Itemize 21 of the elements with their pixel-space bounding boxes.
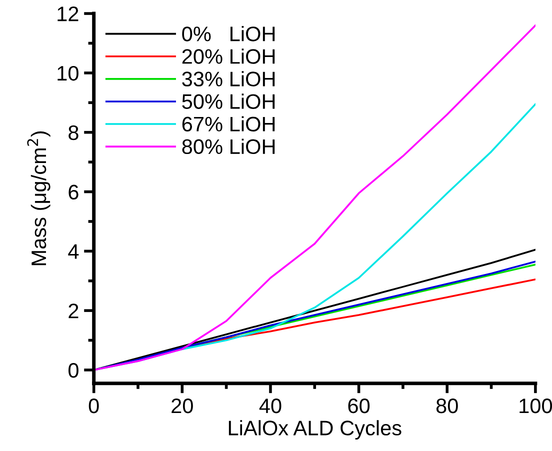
y-tick-label: 2 <box>68 304 78 318</box>
y-tick-label: 12 <box>58 6 78 22</box>
legend-label: 20% LiOH <box>182 48 275 64</box>
y-axis-title: Mass (μg/cm$^{2}$) <box>27 131 50 266</box>
y-tick-label: 8 <box>68 125 78 140</box>
legend-label: 67% LiOH <box>182 116 275 132</box>
legend-label: 33% LiOH <box>182 71 275 86</box>
legend-label: 0% LiOH <box>182 26 275 42</box>
x-tick-label: 40 <box>259 398 282 414</box>
y-tick-label: 6 <box>68 184 78 200</box>
x-tick-label: 100 <box>520 398 552 414</box>
x-axis-title: LiAlOx ALD Cycles <box>228 420 402 440</box>
y-tick-label: 10 <box>58 66 78 81</box>
x-tick-label: 80 <box>436 398 458 414</box>
y-tick-label: 4 <box>68 244 79 259</box>
x-tick-label: 20 <box>172 398 193 414</box>
x-tick-label: 0 <box>88 398 99 414</box>
y-tick-label: 0 <box>68 362 78 378</box>
x-tick-label: 60 <box>348 398 370 414</box>
legend-label: 80% LiOH <box>182 138 275 154</box>
legend-label: 50% LiOH <box>182 94 275 109</box>
